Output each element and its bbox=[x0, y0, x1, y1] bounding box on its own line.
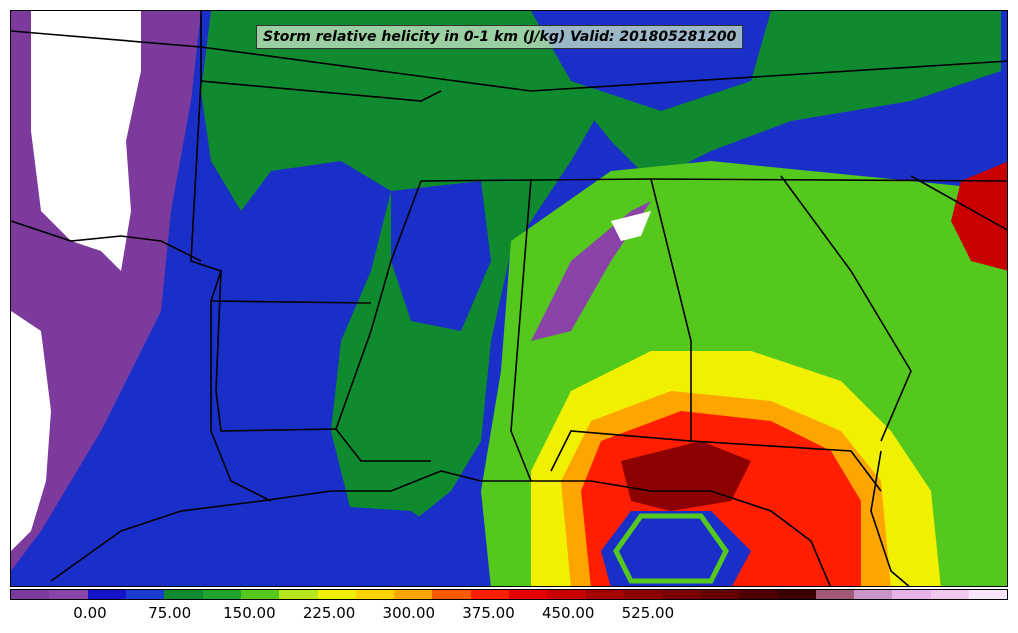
border-line bbox=[210, 301, 272, 502]
colorbar-tick-label: 300.00 bbox=[382, 604, 436, 622]
colorbar-swatch bbox=[662, 590, 701, 599]
colorbar-swatch bbox=[394, 590, 433, 599]
red-blobs-east bbox=[951, 161, 1007, 271]
colorbar-tick-label: 150.00 bbox=[223, 604, 276, 622]
colorbar-swatch bbox=[585, 590, 624, 599]
colorbar-swatch bbox=[470, 590, 510, 599]
white-region-west bbox=[31, 11, 141, 271]
colorbar-swatch bbox=[968, 590, 1008, 599]
colorbar-swatch bbox=[87, 590, 126, 599]
white-patch-alabama bbox=[611, 211, 651, 241]
colorbar-swatch bbox=[547, 590, 586, 599]
colorbar-swatch bbox=[700, 590, 739, 599]
border-line bbox=[690, 440, 882, 492]
colorbar-swatch bbox=[624, 590, 663, 599]
coastline bbox=[50, 470, 832, 586]
blue-gulf bbox=[11, 501, 571, 586]
border-line bbox=[510, 178, 532, 482]
colorbar-swatch bbox=[49, 590, 88, 599]
colorbar-tick-label: 525.00 bbox=[621, 604, 675, 622]
map-title: Storm relative helicity in 0-1 km (J/kg)… bbox=[256, 25, 744, 49]
colorbar-tick-label: 450.00 bbox=[541, 604, 595, 622]
colorbar-swatch bbox=[279, 590, 318, 599]
colorbar-swatch bbox=[777, 590, 816, 599]
colorbar-swatch bbox=[815, 590, 854, 599]
border-line bbox=[335, 180, 422, 430]
colorbar-swatch bbox=[164, 590, 203, 599]
border-line bbox=[11, 30, 1007, 92]
colorbar-swatch bbox=[738, 590, 778, 599]
colorbar-swatch bbox=[202, 590, 241, 599]
map-panel: Storm relative helicity in 0-1 km (J/kg)… bbox=[10, 10, 1008, 587]
colorbar-swatch bbox=[853, 590, 893, 599]
colorbar-swatch bbox=[11, 590, 50, 599]
colorbar-swatch bbox=[892, 590, 931, 599]
border-line bbox=[780, 175, 912, 442]
helicity-map bbox=[11, 11, 1007, 586]
colorbar-swatch bbox=[509, 590, 548, 599]
colorbar-tick-label: 375.00 bbox=[462, 604, 515, 622]
coastline bbox=[870, 450, 910, 586]
colorbar-swatch bbox=[432, 590, 471, 599]
hurricane-ring-inner bbox=[613, 513, 729, 584]
colorbar-tick-label: 225.00 bbox=[302, 604, 356, 622]
border-line bbox=[11, 220, 202, 262]
state-borders bbox=[11, 11, 1007, 586]
colorbar-tick-label: 75.00 bbox=[148, 604, 192, 622]
colorbar-swatch bbox=[240, 590, 280, 599]
border-line bbox=[910, 175, 1007, 231]
white-region-southwest bbox=[11, 311, 51, 551]
colorbar-swatch bbox=[317, 590, 356, 599]
colorbar-swatch bbox=[355, 590, 395, 599]
colorbar-tick-label: 0.00 bbox=[73, 604, 107, 622]
border-line bbox=[200, 11, 442, 102]
colorbar bbox=[10, 589, 1008, 600]
blue-patch-central bbox=[391, 181, 491, 331]
border-line bbox=[215, 270, 431, 462]
colorbar-swatch bbox=[125, 590, 165, 599]
colorbar-swatch bbox=[930, 590, 969, 599]
